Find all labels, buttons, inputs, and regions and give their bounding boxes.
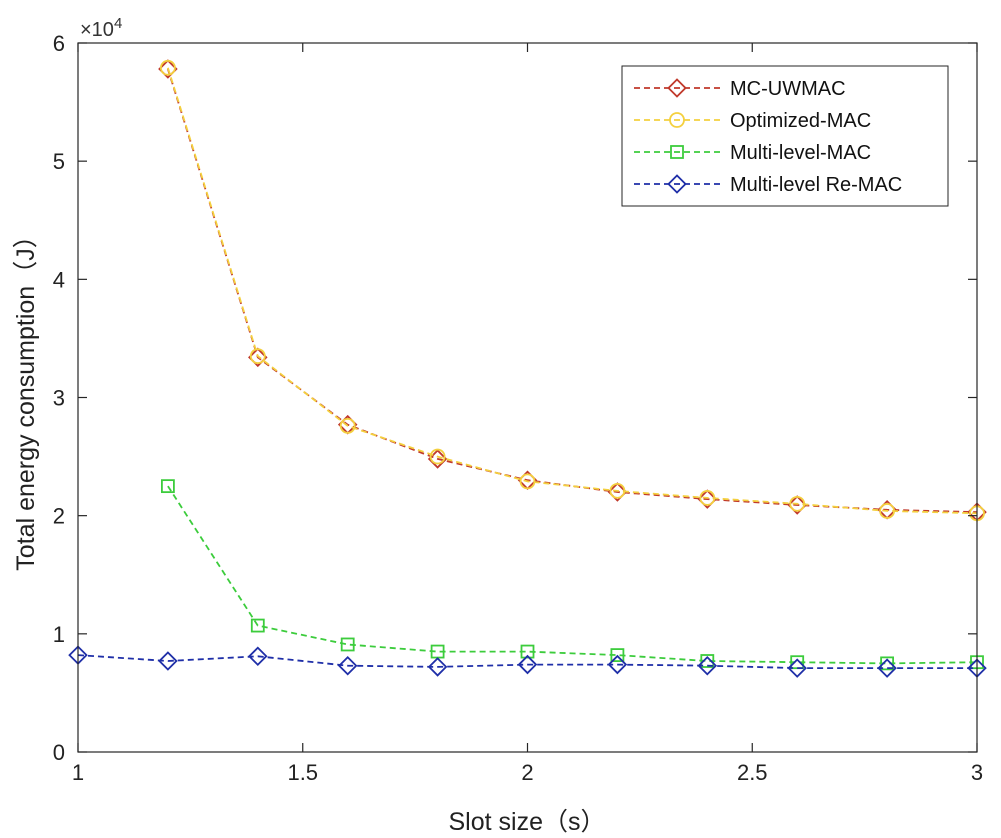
y-axis-multiplier: ×104 <box>80 15 122 41</box>
data-point <box>250 618 265 633</box>
y-tick-label: 1 <box>53 622 65 647</box>
data-point <box>160 479 175 494</box>
data-point <box>339 417 356 434</box>
legend-label: MC-UWMAC <box>730 78 846 100</box>
data-point <box>787 495 807 515</box>
data-point <box>700 654 715 668</box>
x-tick-label: 1.5 <box>287 760 318 785</box>
data-point <box>340 637 355 652</box>
data-point <box>158 651 178 671</box>
legend: MC-UWMAC Optimized-MAC Multi-level-MAC Mult… <box>621 65 949 207</box>
x-tick-label: 2.5 <box>737 760 768 785</box>
data-point <box>158 59 178 79</box>
data-point <box>249 348 266 365</box>
data-point <box>429 448 446 465</box>
data-point <box>607 654 628 675</box>
data-point <box>699 490 716 506</box>
legend-marker <box>669 112 685 128</box>
data-point <box>789 495 806 512</box>
data-point <box>427 657 448 677</box>
y-tick-label: 3 <box>53 386 65 411</box>
data-point <box>610 648 625 663</box>
legend-label: Optimized-MAC <box>730 110 871 132</box>
legend-entry: Optimized-MAC <box>634 110 871 132</box>
x-tick-label: 2 <box>521 760 533 785</box>
legend-marker <box>670 145 684 159</box>
x-axis-title: Slot size（s） <box>449 808 606 836</box>
data-point <box>427 449 448 469</box>
y-tick-label: 0 <box>53 740 65 765</box>
data-point <box>337 655 358 676</box>
y-tick-label: 6 <box>53 31 65 56</box>
series-4 <box>68 645 987 678</box>
x-tick-label: 1 <box>72 760 84 785</box>
y-tick-label: 5 <box>53 149 65 174</box>
legend-marker <box>667 78 687 98</box>
y-tick-label: 2 <box>53 504 65 529</box>
legend-entry: Multi-level Re-MAC <box>634 174 902 196</box>
legend-box <box>621 65 949 207</box>
data-point <box>787 658 807 678</box>
data-point <box>519 473 536 490</box>
data-point <box>697 655 718 676</box>
legend-entry: MC-UWMAC <box>634 78 846 100</box>
data-point <box>517 654 538 675</box>
y-tick-label: 4 <box>53 267 65 292</box>
series-line-4 <box>77 654 977 669</box>
y-axis-multiplier-base: ×10 <box>80 19 114 41</box>
data-point <box>520 644 535 659</box>
data-point <box>159 59 176 76</box>
legend-entry: Multi-level-MAC <box>634 142 871 164</box>
legend-label: Multi-level-MAC <box>730 142 871 164</box>
data-point <box>697 489 718 509</box>
x-tick-label: 3 <box>971 760 983 785</box>
data-point <box>248 347 268 368</box>
y-axis-title: Total energy consumption（J） <box>12 223 40 570</box>
y-axis-multiplier-exponent: 4 <box>114 15 122 32</box>
data-point <box>879 503 895 519</box>
series-line-3 <box>167 485 978 665</box>
legend-marker <box>667 174 687 194</box>
data-point <box>248 646 268 667</box>
data-point <box>607 482 628 502</box>
data-point <box>609 482 626 499</box>
data-point <box>877 658 897 678</box>
data-point <box>880 656 894 671</box>
legend-label: Multi-level Re-MAC <box>730 174 902 196</box>
